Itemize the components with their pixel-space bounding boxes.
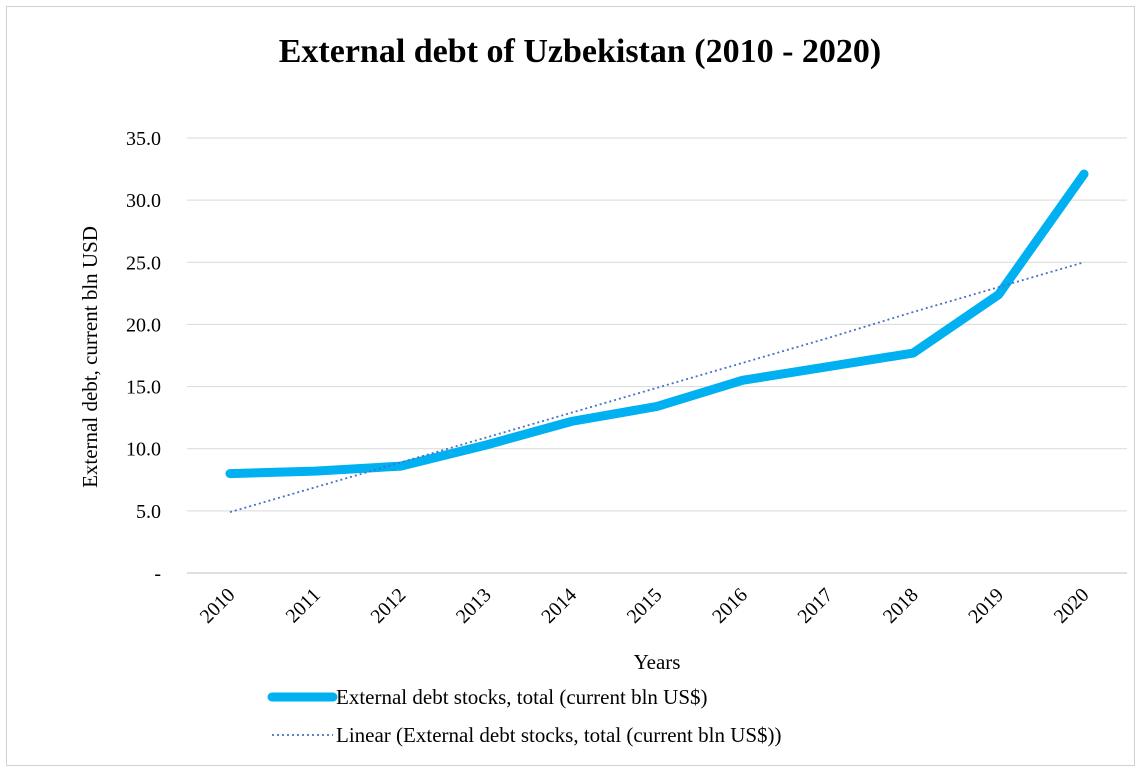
data-point xyxy=(400,462,401,463)
data-point xyxy=(657,406,658,407)
y-tick-label: 20.0 xyxy=(126,314,161,336)
data-point xyxy=(913,312,914,313)
y-tick-label: 25.0 xyxy=(126,252,161,274)
data-point xyxy=(657,387,658,388)
y-tick-label: 5.0 xyxy=(136,501,161,523)
data-point xyxy=(742,380,743,381)
series-line-external-debt xyxy=(225,169,1089,479)
x-tick-label: 2013 xyxy=(452,584,496,628)
data-point xyxy=(1084,262,1085,263)
data-point xyxy=(486,444,487,445)
data-point xyxy=(998,294,999,295)
data-point xyxy=(571,412,572,413)
y-tick-label: 35.0 xyxy=(126,128,161,150)
x-axis-ticks: 2010 2011 2012 2013 2014 2015 2016 2017 2018 2019… xyxy=(196,584,1094,628)
x-tick-label: 2018 xyxy=(879,584,923,628)
x-tick-label: 2020 xyxy=(1050,584,1094,628)
y-axis-ticks: - 5.0 10.0 15.0 20.0 25.0 30.0 35.0 xyxy=(126,128,161,585)
grid-lines xyxy=(187,137,1127,574)
data-point xyxy=(315,487,316,488)
y-tick-label: 10.0 xyxy=(126,439,161,461)
y-tick-label: 30.0 xyxy=(126,190,161,212)
x-tick-label: 2011 xyxy=(282,584,325,627)
data-point xyxy=(486,437,487,438)
legend-label-debt: External debt stocks, total (current bln… xyxy=(336,685,708,709)
data-point xyxy=(230,473,231,474)
data-point xyxy=(315,471,316,472)
x-tick-label: 2019 xyxy=(964,584,1008,628)
data-point xyxy=(998,287,999,288)
series-lines xyxy=(225,169,1089,513)
y-axis-label: External debt, current bln USD xyxy=(78,226,102,488)
x-tick-label: 2016 xyxy=(708,584,752,628)
y-tick-label: 15.0 xyxy=(126,377,161,399)
y-tick-label: - xyxy=(154,563,161,585)
legend: External debt stocks, total (current bln… xyxy=(267,685,782,747)
data-point xyxy=(571,421,572,422)
chart-frame xyxy=(6,6,1135,766)
x-tick-label: 2017 xyxy=(793,584,837,628)
data-point xyxy=(742,362,743,363)
data-point xyxy=(913,353,914,354)
x-axis-label: Years xyxy=(634,650,681,674)
data-point xyxy=(827,338,828,339)
legend-label-linear: Linear (External debt stocks, total (cur… xyxy=(336,723,782,747)
data-point xyxy=(400,466,401,467)
x-tick-label: 2012 xyxy=(366,584,410,628)
data-point xyxy=(230,512,231,513)
data-point xyxy=(1084,174,1085,175)
series-line-linear-trend xyxy=(229,261,1085,513)
x-tick-label: 2015 xyxy=(623,584,667,628)
x-tick-label: 2010 xyxy=(196,584,240,628)
x-tick-label: 2014 xyxy=(537,584,581,628)
data-point xyxy=(827,366,828,367)
chart-title: External debt of Uzbekistan (2010 - 2020… xyxy=(279,33,882,70)
line-chart: External debt of Uzbekistan (2010 - 2020… xyxy=(78,33,1127,747)
